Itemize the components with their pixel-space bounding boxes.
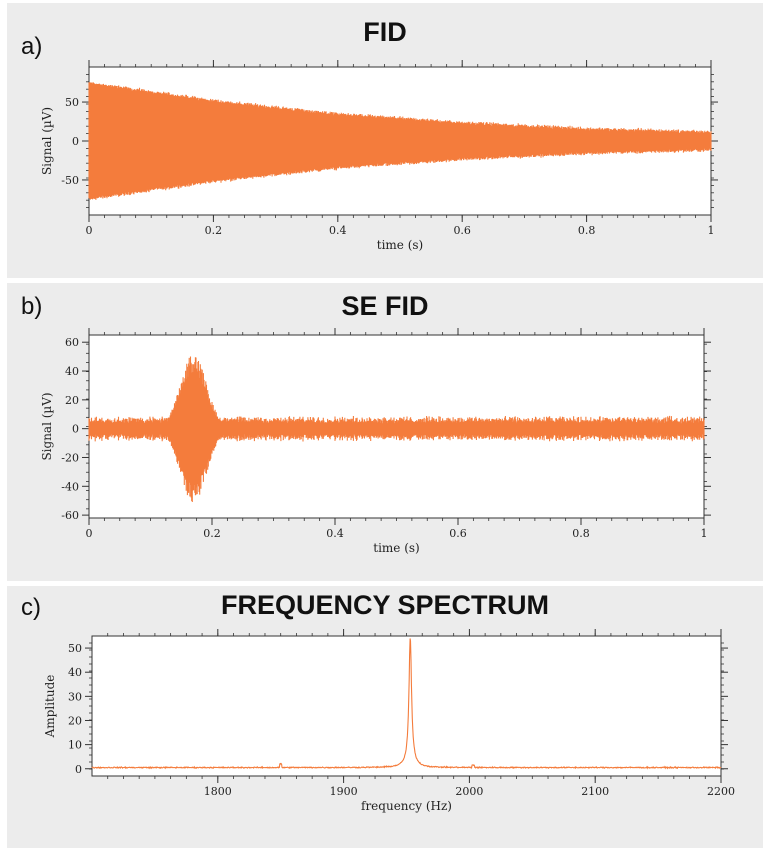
y-tick-label: 20: [65, 394, 79, 407]
fid-title: FID: [363, 17, 407, 47]
fid-chart: 0 0.2 0.4 0.6 0.8 1 50 0 -50 time (s) Signal (µV): [40, 60, 718, 252]
y-tick-label: 30: [68, 690, 82, 703]
spectrum-panel: c) FREQUENCY SPECTRUM 1800 1900 2000 2100 22…: [7, 586, 763, 848]
y-axis-label: Signal (µV): [40, 392, 54, 460]
x-axis-label: time (s): [377, 238, 423, 252]
y-tick-label: 50: [68, 642, 82, 655]
x-tick-label: 0: [86, 224, 93, 237]
x-tick-label: 0.8: [572, 527, 590, 540]
x-tick-label: 0.4: [326, 527, 344, 540]
x-tick-label: 1800: [204, 785, 232, 798]
spectrum-title: FREQUENCY SPECTRUM: [220, 590, 550, 620]
x-tick-label: 1: [708, 224, 715, 237]
x-tick-label: 2200: [707, 785, 735, 798]
se-fid-panel: b) SE FID 0 0.2 0.4 0.6 0.8 1 60 40 20 0 -20 -40 -60…: [7, 283, 763, 581]
y-tick-label: -40: [61, 480, 79, 493]
x-tick-label: 0: [86, 527, 93, 540]
x-tick-label: 0.2: [205, 224, 223, 237]
x-axis-label: time (s): [373, 541, 419, 555]
fid-signal-line: [88, 82, 712, 200]
spectrum-line: [91, 638, 722, 770]
panel-label-b: b): [21, 293, 43, 320]
se-fid-title: SE FID: [341, 291, 429, 321]
y-tick-label: -20: [61, 451, 79, 464]
y-tick-label: 60: [65, 336, 79, 349]
y-axis-label: Signal (µV): [40, 107, 54, 175]
y-tick-label: 40: [65, 365, 79, 378]
y-tick-label: 40: [68, 666, 82, 679]
x-axis-label: frequency (Hz): [361, 799, 452, 813]
x-tick-label: 0.6: [449, 527, 467, 540]
panel-label-a: a): [21, 33, 43, 60]
x-tick-label: 2000: [455, 785, 483, 798]
fid-panel: a) FID 0 0.2 0.4 0.6 0.8 1 50 0 -50 time (s) Signa…: [7, 3, 763, 278]
se-fid-chart: 0 0.2 0.4 0.6 0.8 1 60 40 20 0 -20 -40 -60 time (s) Si…: [40, 328, 711, 555]
y-tick-label: 0: [75, 763, 82, 776]
spectrum-chart: 1800 1900 2000 2100 2200 0 10 20 30 40 50 frequency…: [43, 629, 735, 813]
x-tick-label: 0.2: [203, 527, 221, 540]
y-tick-label: 0: [72, 423, 79, 436]
panel-label-c: c): [21, 594, 41, 621]
y-axis-label: Amplitude: [43, 675, 57, 739]
x-tick-label: 0.4: [329, 224, 347, 237]
x-tick-label: 0.6: [453, 224, 471, 237]
y-tick-label: 50: [65, 96, 79, 109]
y-tick-label: 0: [72, 135, 79, 148]
y-tick-label: -50: [61, 174, 79, 187]
y-tick-label: -60: [61, 509, 79, 522]
plot-area: [91, 635, 722, 777]
se-fid-signal-line: [88, 356, 705, 502]
x-tick-label: 1900: [330, 785, 358, 798]
x-tick-label: 1: [701, 527, 708, 540]
y-tick-label: 10: [68, 739, 82, 752]
x-tick-label: 2100: [581, 785, 609, 798]
x-tick-label: 0.8: [578, 224, 596, 237]
y-tick-label: 20: [68, 714, 82, 727]
